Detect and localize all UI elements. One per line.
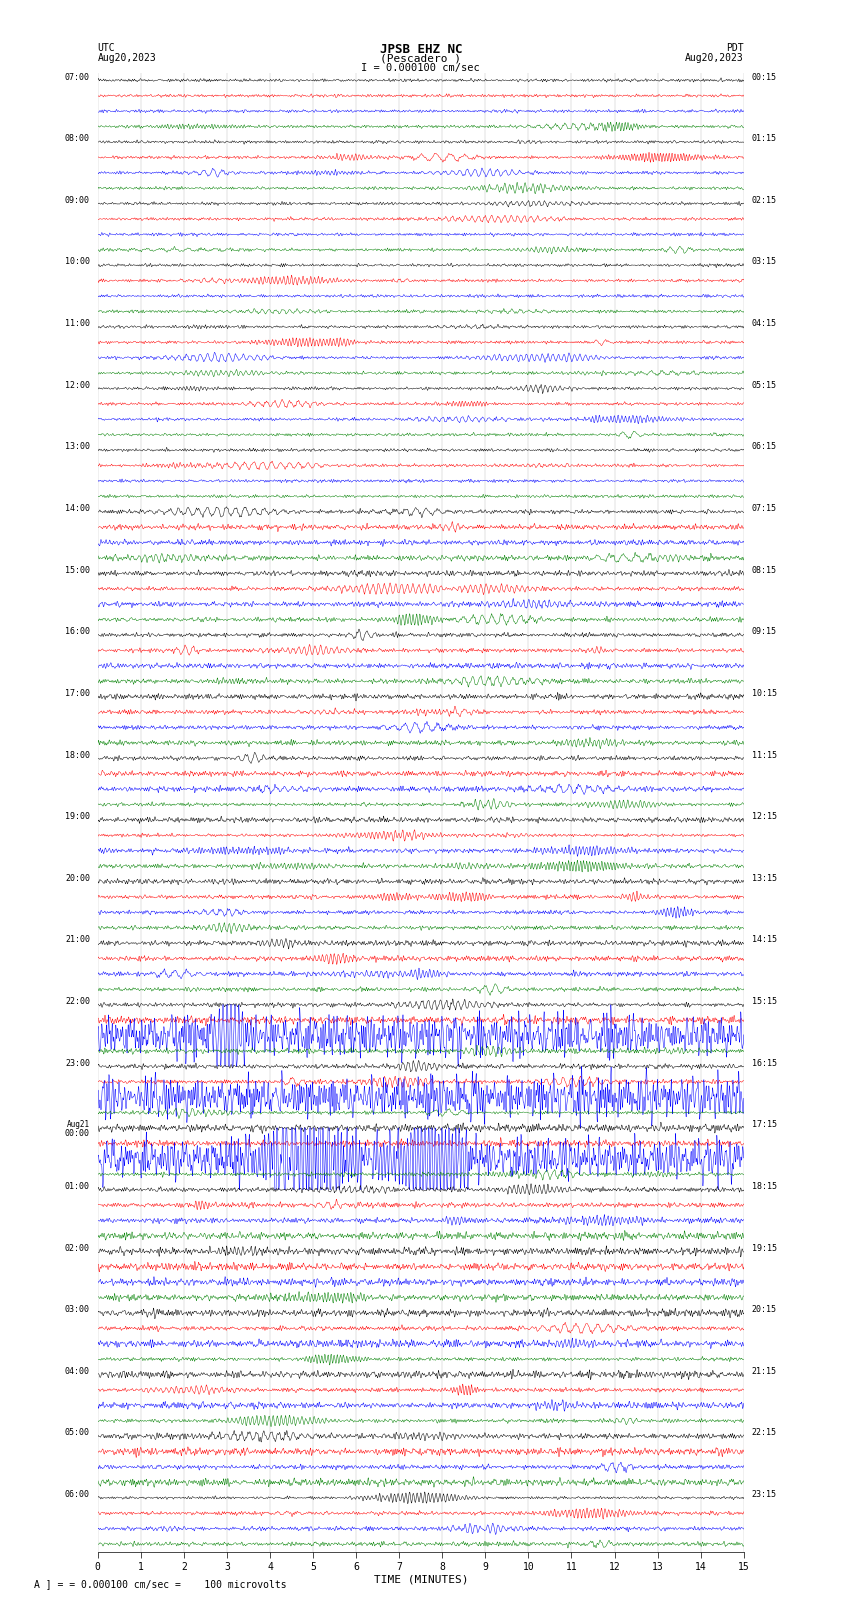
Text: 03:15: 03:15 — [751, 258, 777, 266]
Text: 18:15: 18:15 — [751, 1182, 777, 1190]
Text: 06:15: 06:15 — [751, 442, 777, 452]
Text: 03:00: 03:00 — [65, 1305, 90, 1315]
Text: JPSB EHZ NC: JPSB EHZ NC — [379, 44, 462, 56]
Text: 13:00: 13:00 — [65, 442, 90, 452]
Text: 07:15: 07:15 — [751, 503, 777, 513]
Text: 02:00: 02:00 — [65, 1244, 90, 1253]
Text: 20:00: 20:00 — [65, 874, 90, 882]
Text: 01:00: 01:00 — [65, 1182, 90, 1190]
Text: 15:15: 15:15 — [751, 997, 777, 1007]
Text: 14:00: 14:00 — [65, 503, 90, 513]
Text: 17:00: 17:00 — [65, 689, 90, 698]
Text: 20:15: 20:15 — [751, 1305, 777, 1315]
Text: PDT: PDT — [726, 44, 744, 53]
Text: Aug20,2023: Aug20,2023 — [98, 53, 156, 63]
Text: 11:15: 11:15 — [751, 750, 777, 760]
Text: 07:00: 07:00 — [65, 73, 90, 82]
Text: 18:00: 18:00 — [65, 750, 90, 760]
Text: (Pescadero ): (Pescadero ) — [380, 53, 462, 63]
Text: 22:00: 22:00 — [65, 997, 90, 1007]
Text: 01:15: 01:15 — [751, 134, 777, 144]
Text: 22:15: 22:15 — [751, 1429, 777, 1437]
Text: 09:15: 09:15 — [751, 627, 777, 636]
Text: 16:15: 16:15 — [751, 1058, 777, 1068]
Text: 11:00: 11:00 — [65, 319, 90, 327]
Text: 05:00: 05:00 — [65, 1429, 90, 1437]
X-axis label: TIME (MINUTES): TIME (MINUTES) — [373, 1574, 468, 1586]
Text: 10:00: 10:00 — [65, 258, 90, 266]
Text: 04:15: 04:15 — [751, 319, 777, 327]
Text: 08:15: 08:15 — [751, 566, 777, 574]
Text: 12:15: 12:15 — [751, 811, 777, 821]
Text: 02:15: 02:15 — [751, 195, 777, 205]
Text: 08:00: 08:00 — [65, 134, 90, 144]
Text: I = 0.000100 cm/sec: I = 0.000100 cm/sec — [361, 63, 480, 73]
Text: 21:00: 21:00 — [65, 936, 90, 944]
Text: 00:00: 00:00 — [65, 1129, 90, 1137]
Text: 12:00: 12:00 — [65, 381, 90, 390]
Text: 21:15: 21:15 — [751, 1366, 777, 1376]
Text: 23:15: 23:15 — [751, 1490, 777, 1498]
Text: 09:00: 09:00 — [65, 195, 90, 205]
Text: 10:15: 10:15 — [751, 689, 777, 698]
Text: 06:00: 06:00 — [65, 1490, 90, 1498]
Text: UTC: UTC — [98, 44, 116, 53]
Text: 00:15: 00:15 — [751, 73, 777, 82]
Text: Aug20,2023: Aug20,2023 — [685, 53, 744, 63]
Text: 19:00: 19:00 — [65, 811, 90, 821]
Text: 19:15: 19:15 — [751, 1244, 777, 1253]
Text: 15:00: 15:00 — [65, 566, 90, 574]
Text: 17:15: 17:15 — [751, 1121, 777, 1129]
Text: A ] = = 0.000100 cm/sec =    100 microvolts: A ] = = 0.000100 cm/sec = 100 microvolts — [34, 1579, 286, 1589]
Text: 04:00: 04:00 — [65, 1366, 90, 1376]
Text: Aug21: Aug21 — [67, 1121, 90, 1129]
Text: 23:00: 23:00 — [65, 1058, 90, 1068]
Text: 13:15: 13:15 — [751, 874, 777, 882]
Text: 16:00: 16:00 — [65, 627, 90, 636]
Text: 05:15: 05:15 — [751, 381, 777, 390]
Text: 14:15: 14:15 — [751, 936, 777, 944]
